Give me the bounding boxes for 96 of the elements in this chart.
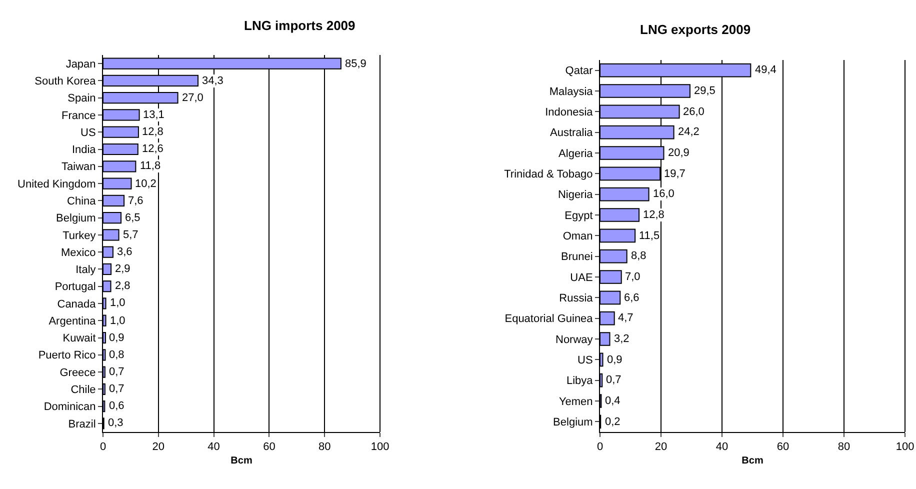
data-label: 12,8 <box>643 209 664 221</box>
y-tick-label: United Kingdom <box>18 178 96 190</box>
data-label: 7,0 <box>625 271 640 283</box>
y-tick-label: UAE <box>570 272 593 284</box>
y-tick-label: Japan <box>66 58 96 70</box>
data-label: 2,8 <box>115 280 130 292</box>
y-tick-label: Egypt <box>564 210 593 222</box>
data-label: 1,0 <box>110 315 126 327</box>
data-label: 0,2 <box>605 416 620 428</box>
y-tick-label: Equatorial Guinea <box>504 313 594 326</box>
y-tick-label: Russia <box>559 292 594 305</box>
y-tick-label: Canada <box>57 298 97 310</box>
y-tick-label: Norway <box>556 334 594 346</box>
y-tick-label: Libya <box>566 375 594 388</box>
y-tick-label: Turkey <box>62 230 96 242</box>
x-tick-label: 60 <box>776 441 790 454</box>
y-tick-label: Greece <box>60 366 96 379</box>
data-label: 2,9 <box>115 263 130 275</box>
y-tick-label: Oman <box>562 230 593 243</box>
x-tick-label: 80 <box>318 441 331 454</box>
x-tick-label: 0 <box>596 441 604 454</box>
data-label: 85,9 <box>345 58 366 70</box>
y-tick-label: Brunei <box>561 251 593 264</box>
data-label: 24,2 <box>678 126 700 138</box>
y-tick-label: Taiwan <box>62 161 96 174</box>
data-label: 0,9 <box>607 354 622 366</box>
data-label: 0,6 <box>109 400 124 412</box>
data-label: 26,0 <box>683 106 704 118</box>
x-tick-label: 0 <box>100 441 106 454</box>
data-label: 3,6 <box>117 246 132 258</box>
data-label: 0,7 <box>606 374 622 386</box>
data-label: 3,2 <box>614 333 630 345</box>
data-label: 10,2 <box>135 178 156 190</box>
y-tick-label: Mexico <box>60 246 96 259</box>
data-label: 49,4 <box>755 64 776 76</box>
x-tick-label: 40 <box>716 441 728 454</box>
y-tick-label: Argentina <box>48 315 97 328</box>
y-tick-label: Chile <box>70 384 96 396</box>
x-tick-label: 40 <box>208 441 220 454</box>
y-tick-label: Brazil <box>68 418 96 430</box>
x-axis-title: Bcm <box>742 456 764 467</box>
data-label: 0,7 <box>109 383 124 395</box>
y-tick-label: US <box>80 126 96 139</box>
y-tick-label: Spain <box>68 92 96 105</box>
data-label: 12,8 <box>142 126 164 138</box>
data-label: 1,0 <box>110 297 126 309</box>
y-tick-label: Belgium <box>56 212 96 225</box>
x-tick-label: 80 <box>838 441 850 454</box>
y-tick-label: India <box>72 144 97 156</box>
data-label: 4,7 <box>618 312 634 324</box>
chart-title: LNG imports 2009 <box>244 18 356 33</box>
data-label: 0,8 <box>109 349 124 361</box>
y-tick-label: Portugal <box>54 281 96 294</box>
data-label: 13,1 <box>143 109 164 121</box>
y-tick-label: Puerto Rico <box>38 350 96 362</box>
y-tick-label: Yemen <box>558 396 593 408</box>
data-label: 11,8 <box>140 160 161 172</box>
chart-title: LNG exports 2009 <box>640 22 751 37</box>
x-tick-label: 20 <box>654 441 668 454</box>
x-tick-label: 60 <box>263 441 276 454</box>
data-label: 5,7 <box>123 229 138 241</box>
y-tick-label: China <box>67 196 97 208</box>
data-label: 29,5 <box>694 85 716 97</box>
y-tick-label: Dominican <box>44 401 96 414</box>
data-label: 11,5 <box>639 230 660 242</box>
data-label: 12,6 <box>142 143 164 155</box>
data-label: 7,6 <box>128 195 144 207</box>
data-label: 0,7 <box>109 366 124 378</box>
data-label: 20,9 <box>668 147 690 159</box>
y-tick-label: Australia <box>550 127 594 140</box>
y-tick-label: US <box>578 354 593 367</box>
x-tick-label: 20 <box>152 441 165 454</box>
data-label: 27,0 <box>182 92 204 104</box>
y-tick-label: Nigeria <box>558 189 594 202</box>
x-tick-label: 100 <box>896 441 914 454</box>
data-label: 0,4 <box>605 395 620 407</box>
data-label: 16,0 <box>653 188 674 200</box>
y-tick-label: Indonesia <box>545 106 594 119</box>
y-tick-label: South Korea <box>34 76 97 88</box>
data-label: 0,3 <box>108 417 124 429</box>
y-tick-label: France <box>62 110 96 122</box>
y-tick-label: Belgium <box>553 416 593 429</box>
data-label: 0,9 <box>109 332 124 344</box>
x-tick-label: 100 <box>370 441 390 454</box>
y-tick-label: Algeria <box>558 148 594 160</box>
data-label: 6,6 <box>624 292 640 304</box>
y-tick-label: Qatar <box>565 65 594 78</box>
y-tick-label: Italy <box>76 264 96 276</box>
x-axis-title: Bcm <box>230 456 252 467</box>
data-label: 8,8 <box>631 250 646 262</box>
data-label: 6,5 <box>125 212 140 224</box>
y-tick-label: Trinidad & Tobago <box>504 168 593 181</box>
y-tick-label: Malaysia <box>549 86 594 98</box>
data-label: 34,3 <box>202 75 224 87</box>
data-label: 19,7 <box>664 168 686 180</box>
y-tick-label: Kuwait <box>62 332 96 345</box>
